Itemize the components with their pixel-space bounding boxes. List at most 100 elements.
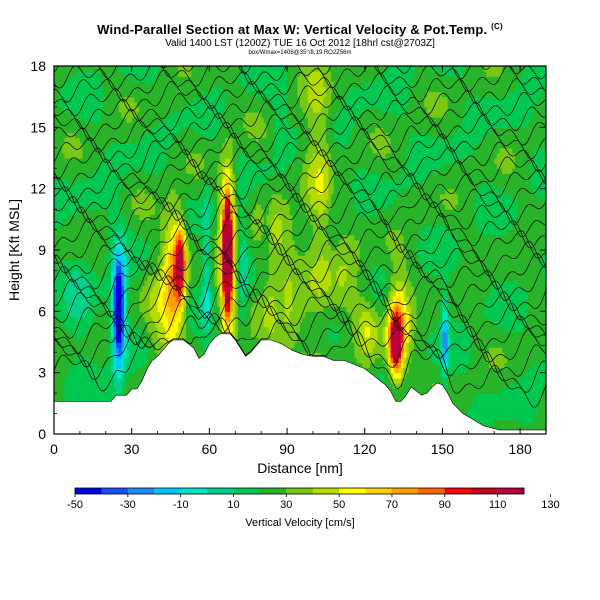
velocity-cell: [69, 244, 73, 251]
velocity-cell: [118, 326, 122, 333]
velocity-cell: [178, 214, 182, 220]
velocity-cell: [209, 224, 213, 231]
velocity-cell: [77, 301, 81, 307]
velocity-cell: [183, 234, 187, 241]
velocity-cell: [173, 204, 177, 210]
velocity-cell: [204, 86, 208, 93]
velocity-cell: [87, 367, 91, 374]
velocity-cell: [105, 183, 109, 190]
velocity-cell: [152, 168, 156, 174]
velocity-cell: [131, 239, 135, 246]
velocity-cell: [98, 255, 102, 261]
velocity-cell: [139, 193, 143, 200]
velocity-cell: [108, 393, 112, 399]
velocity-cell: [108, 301, 112, 307]
velocity-cell: [64, 183, 68, 190]
velocity-cell: [110, 188, 115, 195]
velocity-cell: [100, 132, 104, 139]
velocity-cell: [95, 270, 99, 277]
velocity-cell: [188, 306, 192, 312]
velocity-cell: [79, 112, 84, 118]
velocity-cell: [92, 158, 97, 164]
velocity-cell: [136, 352, 141, 358]
velocity-cell: [126, 357, 130, 364]
velocity-cell: [69, 178, 73, 185]
velocity-cell: [230, 311, 234, 318]
velocity-cell: [199, 198, 203, 205]
velocity-cell: [214, 193, 218, 200]
velocity-cell: [175, 285, 179, 292]
velocity-cell: [59, 204, 63, 210]
velocity-cell: [95, 285, 99, 292]
velocity-cell: [126, 275, 130, 282]
velocity-cell: [170, 71, 174, 77]
velocity-cell: [193, 193, 198, 200]
velocity-cell: [206, 86, 210, 93]
velocity-cell: [54, 382, 58, 389]
velocity-cell: [139, 275, 143, 282]
velocity-cell: [199, 301, 203, 307]
velocity-cell: [82, 101, 86, 108]
velocity-cell: [211, 250, 216, 256]
velocity-cell: [66, 326, 71, 333]
velocity-cell: [214, 127, 218, 134]
velocity-cell: [100, 265, 104, 272]
velocity-cell: [142, 198, 146, 205]
velocity-cell: [173, 132, 177, 139]
velocity-cell: [144, 86, 148, 93]
velocity-cell: [79, 66, 84, 72]
velocity-cell: [139, 198, 143, 205]
velocity-cell: [98, 117, 102, 123]
velocity-cell: [56, 250, 60, 256]
velocity-cell: [154, 81, 159, 88]
velocity-cell: [188, 178, 192, 185]
velocity-cell: [170, 244, 174, 251]
velocity-cell: [180, 122, 185, 128]
velocity-cell: [56, 91, 60, 98]
velocity-cell: [147, 76, 151, 82]
velocity-cell: [165, 321, 169, 328]
velocity-cell: [121, 214, 125, 220]
velocity-cell: [54, 311, 58, 318]
velocity-cell: [108, 316, 112, 323]
velocity-cell: [121, 101, 125, 108]
velocity-cell: [110, 219, 115, 226]
velocity-cell: [224, 316, 229, 323]
velocity-cell: [72, 316, 76, 323]
velocity-cell: [142, 352, 146, 358]
velocity-cell: [56, 388, 60, 394]
velocity-cell: [90, 234, 94, 241]
velocity-cell: [129, 280, 133, 287]
velocity-cell: [82, 76, 86, 82]
velocity-cell: [211, 132, 216, 139]
velocity-cell: [103, 86, 107, 93]
velocity-cell: [108, 178, 112, 185]
velocity-cell: [188, 296, 192, 302]
velocity-cell: [87, 188, 91, 195]
velocity-cell: [191, 66, 195, 72]
velocity-cell: [123, 290, 128, 297]
velocity-cell: [183, 193, 187, 200]
velocity-cell: [167, 188, 172, 195]
velocity-cell: [121, 204, 125, 210]
velocity-cell: [64, 285, 68, 292]
velocity-cell: [144, 347, 148, 353]
velocity-cell: [211, 168, 216, 174]
velocity-cell: [64, 214, 68, 220]
velocity-cell: [74, 296, 78, 302]
velocity-cell: [79, 219, 84, 226]
velocity-cell: [227, 219, 231, 226]
velocity-cell: [85, 71, 89, 77]
velocity-cell: [165, 86, 169, 93]
velocity-cell: [87, 377, 91, 384]
velocity-cell: [87, 183, 91, 190]
velocity-cell: [206, 301, 210, 307]
velocity-cell: [142, 250, 146, 256]
velocity-cell: [214, 168, 218, 174]
velocity-cell: [217, 290, 221, 297]
velocity-cell: [154, 193, 159, 200]
velocity-cell: [134, 367, 138, 374]
velocity-cell: [134, 311, 138, 318]
velocity-cell: [219, 106, 223, 113]
velocity-cell: [116, 209, 120, 215]
